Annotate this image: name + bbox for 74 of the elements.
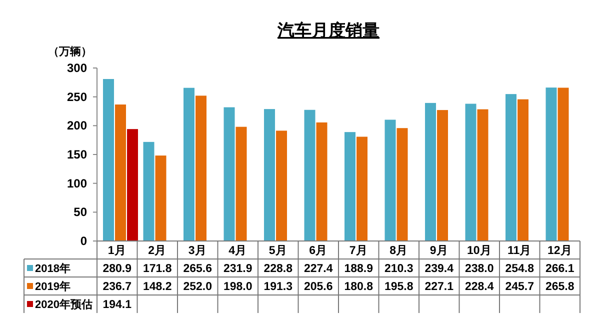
bar [127,129,138,241]
data-label: 205.6 [304,281,333,293]
legend-label: 2018年 [35,262,70,275]
data-label: 265.8 [545,281,575,293]
bar [506,94,516,241]
data-label: 210.3 [384,263,414,275]
x-tick-label: 10月 [466,244,492,257]
bar [184,88,194,241]
bar [103,79,114,241]
data-label: 239.4 [424,263,454,275]
data-label: 180.8 [344,281,374,293]
data-label: 227.1 [424,281,454,293]
bar [304,110,316,241]
bar [224,107,235,241]
data-label: 252.0 [183,281,212,293]
bar [344,132,356,241]
legend-label: 2020年预估 [35,298,92,311]
y-tick-label: 0 [80,234,88,248]
bar [196,96,206,241]
data-label: 236.7 [102,281,132,293]
x-tick-label: 1月 [108,244,126,257]
data-label: 280.9 [102,263,132,275]
x-tick-label: 3月 [188,244,207,257]
legend-label: 2019年 [35,280,70,293]
data-label: 228.4 [464,281,494,293]
bar [276,130,287,241]
x-tick-label: 6月 [309,244,328,257]
bar [465,104,476,241]
x-tick-label: 8月 [390,244,408,257]
data-label: 266.1 [545,263,575,275]
bar [356,136,368,241]
data-label: 265.6 [183,263,212,275]
bar [384,120,396,241]
y-tick-label: 200 [66,118,88,133]
x-tick-label: 5月 [268,244,288,257]
x-tick-label: 2月 [148,244,167,257]
bar [437,110,448,241]
data-label: 148.2 [142,281,172,293]
bar [518,99,528,241]
x-tick-label: 11月 [508,244,532,257]
y-tick-label: 100 [66,176,88,190]
bar [546,88,557,241]
x-tick-label: 7月 [349,244,368,257]
data-label: 254.8 [505,263,535,275]
bar [143,142,154,241]
y-axis-title: （万辆） [48,45,92,58]
data-label: 198.0 [223,281,252,293]
data-label: 191.3 [264,281,293,293]
data-label: 195.8 [384,281,414,293]
bar [264,109,275,241]
bar [316,122,328,241]
data-label: 188.9 [344,263,374,275]
data-label: 227.4 [304,263,334,275]
chart-title: 汽车月度销量 [276,21,380,40]
y-tick-label: 50 [74,205,88,220]
y-tick-label: 300 [66,61,88,75]
bar [477,109,488,241]
data-label: 231.9 [223,263,252,275]
data-label: 194.1 [102,299,132,311]
data-label: 238.0 [464,263,494,275]
bar [155,156,166,241]
x-tick-label: 4月 [228,244,248,257]
bar [558,88,569,241]
x-tick-label: 12月 [547,244,572,257]
bar [425,102,436,241]
data-label: 245.7 [505,281,534,293]
bar [115,104,126,241]
bar [396,128,408,241]
data-label: 171.8 [142,263,172,275]
data-label: 228.8 [264,263,294,275]
y-tick-label: 250 [66,90,88,104]
bar [236,126,247,241]
y-tick-label: 150 [66,148,88,162]
x-tick-label: 9月 [430,244,448,257]
